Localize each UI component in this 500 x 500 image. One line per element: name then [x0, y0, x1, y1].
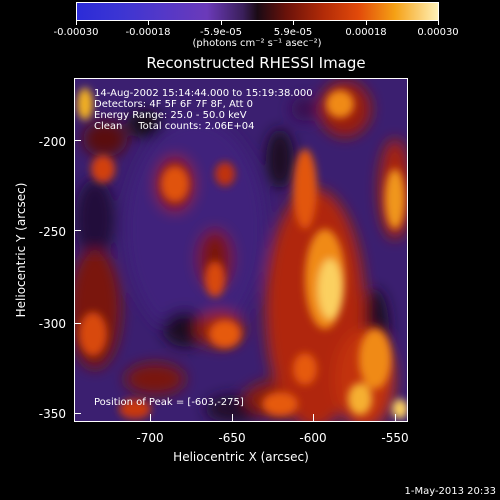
- x-axis-tick: [150, 414, 151, 421]
- x-axis-tick: [232, 414, 233, 421]
- info-energy-range: Energy Range: 25.0 - 50.0 keV: [94, 110, 247, 121]
- x-axis-tick: [395, 414, 396, 421]
- y-axis-tick: [74, 230, 81, 231]
- peak-position: Position of Peak = [-603,-275]: [94, 397, 244, 408]
- info-time-range: 14-Aug-2002 15:14:44.000 to 15:19:38.000: [94, 88, 313, 99]
- y-axis-tick: [74, 323, 81, 324]
- colorbar-tick: [221, 20, 222, 25]
- image-title: Reconstructed RHESSI Image: [146, 54, 366, 72]
- info-detectors: Detectors: 4F 5F 6F 7F 8F, Att 0: [94, 99, 254, 110]
- colorbar-tick: [366, 20, 367, 25]
- colorbar: [76, 2, 439, 21]
- info-clean-counts: Clean Total counts: 2.06E+04: [94, 121, 255, 132]
- y-axis-tick: [74, 140, 81, 141]
- timestamp: 1-May-2013 20:33: [404, 486, 496, 497]
- x-axis-tick: [313, 414, 314, 421]
- y-tick-label: -350: [38, 407, 66, 421]
- colorbar-tick: [293, 20, 294, 25]
- x-tick-label: -700: [136, 431, 164, 445]
- colorbar-tick: [148, 20, 149, 25]
- colorbar-tick: [438, 20, 439, 25]
- colorbar-tick-label: 5.9e-05: [273, 27, 313, 38]
- y-axis-label: Heliocentric Y (arcsec): [14, 182, 28, 318]
- x-tick-label: -600: [299, 431, 327, 445]
- colorbar-tick-label: -5.9e-05: [200, 27, 242, 38]
- y-tick-label: -200: [38, 135, 66, 149]
- colorbar-units: (photons cm⁻² s⁻¹ asec⁻²): [192, 38, 322, 49]
- solar-image-heatmap: [75, 79, 407, 421]
- colorbar-tick-label: -0.00018: [125, 27, 171, 38]
- y-tick-label: -300: [38, 317, 66, 331]
- y-axis-tick: [74, 413, 81, 414]
- solar-image-plot: [74, 78, 408, 422]
- colorbar-tick-label: 0.00018: [345, 27, 387, 38]
- colorbar-tick-label: -0.00030: [53, 27, 99, 38]
- colorbar-tick: [76, 20, 77, 25]
- x-axis-label: Heliocentric X (arcsec): [173, 450, 309, 464]
- y-tick-label: -250: [38, 225, 66, 239]
- x-tick-label: -550: [381, 431, 409, 445]
- x-tick-label: -650: [218, 431, 246, 445]
- colorbar-tick-label: 0.00030: [417, 27, 459, 38]
